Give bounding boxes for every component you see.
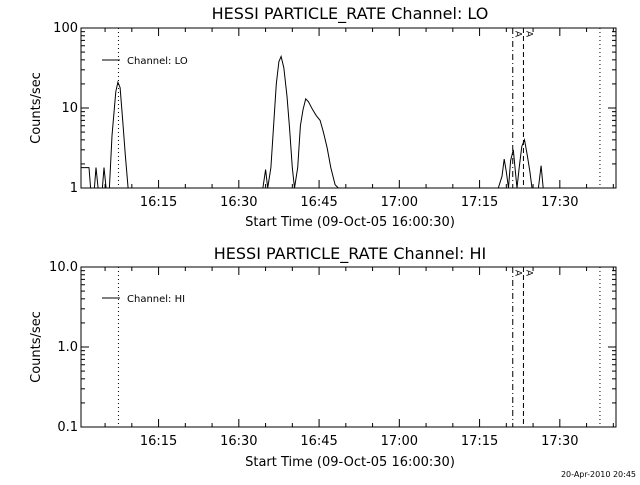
chart-hi-y-tick-label: 10.0	[49, 260, 78, 275]
chart-lo-series-line	[81, 54, 550, 188]
chart-lo-title: HESSI PARTICLE_RATE Channel: LO	[212, 4, 489, 24]
chart-hi-plot-frame	[80, 266, 617, 428]
chart-lo-y-tick-label: 10	[61, 101, 78, 116]
chart-hi-x-axis-label: Start Time (09-Oct-05 16:00:30)	[245, 455, 455, 470]
chart-hi-legend-entry: Channel: HI	[127, 294, 185, 305]
chart-lo-x-tick-label: 16:15	[140, 195, 177, 210]
chart-hi-y-axis-label: Counts/sec	[29, 311, 44, 383]
chart-hi-y-tick-label: 1.0	[57, 340, 78, 355]
chart-lo-x-tick-label: 17:00	[381, 195, 418, 210]
chart-lo-x-axis-label: Start Time (09-Oct-05 16:00:30)	[245, 215, 455, 230]
chart-lo-y-tick-label: 100	[53, 21, 78, 36]
chart-lo-y-tick-label: 1	[70, 181, 78, 196]
chart-lo-time-marker-label: A	[513, 31, 523, 38]
chart-lo-plot-frame	[80, 27, 617, 189]
chart-hi-x-tick-label: 17:30	[541, 434, 578, 449]
chart-hi-time-marker-label: A	[513, 270, 523, 277]
chart-lo-x-tick-label: 16:30	[220, 195, 257, 210]
chart-hi-x-tick-label: 16:30	[220, 434, 257, 449]
chart-lo-x-tick-label: 17:15	[461, 195, 498, 210]
chart-lo-time-marker-label: A	[523, 31, 533, 38]
chart-lo-x-tick-label: 16:45	[300, 195, 337, 210]
chart-hi-panel: 16:15 16:30 16:45 17:00 17:15 17:30 0.1 1.0 10.0…	[49, 260, 617, 449]
chart-hi-x-tick-label: 17:00	[381, 434, 418, 449]
chart-hi-x-tick-label: 16:15	[140, 434, 177, 449]
generated-timestamp: 20-Apr-2010 20:45	[561, 470, 636, 479]
chart-lo-panel: 16:15 16:30 16:45 17:00 17:15 17:30 1 10 100 A A	[53, 21, 617, 210]
chart-lo-legend-entry: Channel: LO	[127, 56, 188, 67]
chart-hi-title: HESSI PARTICLE_RATE Channel: HI	[214, 244, 487, 264]
chart-hi-x-tick-label: 16:45	[300, 434, 337, 449]
chart-lo-y-axis-label: Counts/sec	[29, 72, 44, 144]
chart-hi-y-tick-label: 0.1	[57, 420, 78, 435]
chart-lo-x-tick-label: 17:30	[541, 195, 578, 210]
chart-hi-x-tick-label: 17:15	[461, 434, 498, 449]
chart-hi-time-marker-label: A	[523, 270, 533, 277]
